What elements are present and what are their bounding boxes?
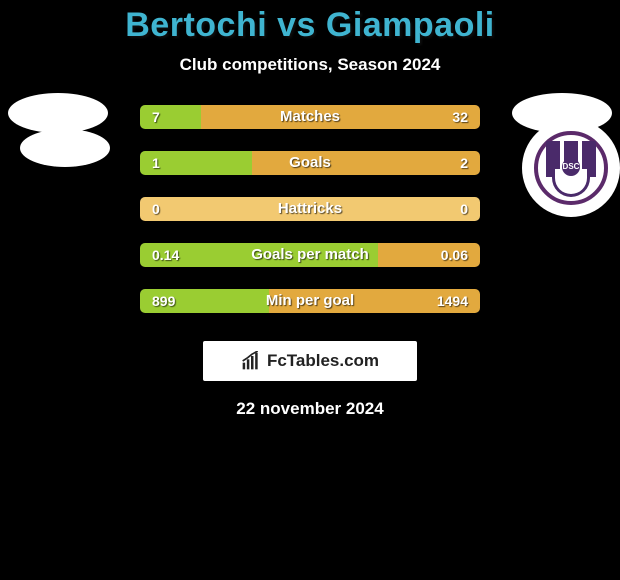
stat-left-value: 899 [152,289,175,313]
club-left-badge [20,129,110,167]
bar-chart-icon [241,351,261,371]
bar-track: 7 Matches 32 [140,105,480,129]
shield-icon: DSC [534,131,608,205]
stat-right-value: 2 [460,151,468,175]
comparison-chart: 7 Matches 32 1 Goals 2 DSC 0 [0,103,620,333]
bar-left-segment [140,105,201,129]
bar-track: 0 Hattricks 0 [140,197,480,221]
subtitle: Club competitions, Season 2024 [0,55,620,75]
bar-right-segment [252,151,480,175]
bar-right-segment [201,105,480,129]
date-text: 22 november 2024 [0,399,620,419]
page-title: Bertochi vs Giampaoli [0,0,620,45]
stat-right-value: 0 [460,197,468,221]
bar-track: 899 Min per goal 1494 [140,289,480,313]
stat-right-value: 0.06 [441,243,468,267]
stat-row: 0 Hattricks 0 [0,195,620,241]
stat-row: 1 Goals 2 DSC [0,149,620,195]
stat-row: 899 Min per goal 1494 [0,287,620,333]
bar-track: 1 Goals 2 [140,151,480,175]
brand-text: FcTables.com [267,351,379,371]
stat-right-value: 32 [452,105,468,129]
player-left-avatar [8,93,108,133]
club-right-initials: DSC [562,158,580,176]
stat-left-value: 7 [152,105,160,129]
stat-row: 0.14 Goals per match 0.06 [0,241,620,287]
stat-right-value: 1494 [437,289,468,313]
bar-track: 0.14 Goals per match 0.06 [140,243,480,267]
stat-left-value: 0 [152,197,160,221]
bar-right-segment [140,197,480,221]
stat-left-value: 1 [152,151,160,175]
stat-left-value: 0.14 [152,243,179,267]
brand-badge: FcTables.com [203,341,417,381]
